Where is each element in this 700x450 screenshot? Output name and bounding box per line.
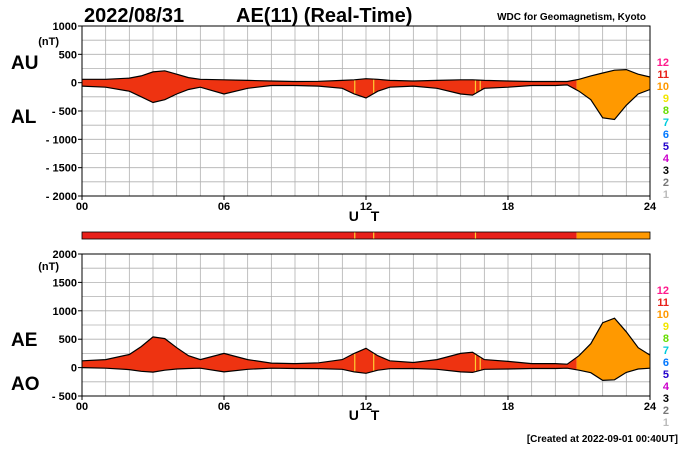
plot-title: AE(11) (Real-Time)	[236, 5, 412, 27]
created-timestamp: [Created at 2022-09-01 00:40UT]	[527, 434, 678, 445]
station-level-7: 7	[663, 117, 669, 129]
station-level-11: 11	[657, 297, 669, 309]
ao-line	[81, 367, 651, 382]
y-tick-label: 500	[59, 49, 77, 61]
y-tick-label: - 500	[52, 391, 77, 403]
station-level-9: 9	[663, 93, 669, 105]
station-count-bar	[81, 231, 651, 240]
x-tick-label: 12	[360, 401, 372, 413]
x-tick-label: 00	[76, 401, 88, 413]
y-tick-label: - 1500	[46, 163, 77, 175]
ae-ao-y-ticks: 2000 1500 1000 500 0 - 500	[52, 249, 82, 403]
y-tick-label: 1000	[53, 21, 77, 33]
station-level-10: 10	[657, 81, 669, 93]
x-tick-label: 24	[644, 201, 657, 213]
y-tick-label: - 1000	[46, 134, 77, 146]
al-line	[81, 84, 651, 121]
ae-line	[81, 317, 651, 365]
au-al-unit: (nT)	[38, 36, 59, 48]
x-tick-label: 24	[644, 401, 657, 413]
data-source: WDC for Geomagnetism, Kyoto	[497, 12, 646, 23]
y-tick-label: 2000	[53, 249, 77, 261]
au-al-x-axis-label: U T	[349, 208, 384, 224]
station-bar-segment	[82, 232, 577, 239]
station-bar-stripe	[474, 232, 477, 239]
x-tick-label: 12	[360, 201, 372, 213]
y-tick-label: 1000	[53, 306, 77, 318]
y-tick-label: - 500	[52, 106, 77, 118]
station-level-12: 12	[657, 285, 669, 297]
ae-ao-grid	[82, 254, 650, 396]
au-al-grid	[82, 26, 650, 196]
station-level-1: 1	[663, 417, 669, 429]
station-bar-stripe	[373, 232, 375, 239]
station-level-8: 8	[663, 105, 669, 117]
ae-label: AE	[11, 330, 37, 351]
station-level-6: 6	[663, 129, 669, 141]
station-level-10: 10	[657, 309, 669, 321]
ae-ao-x-axis-label: U T	[349, 407, 384, 423]
station-level-11: 11	[657, 69, 669, 81]
station-level-5: 5	[663, 141, 669, 153]
station-bar-segment	[576, 232, 650, 239]
station-bar-frame	[81, 231, 651, 240]
station-level-12: 12	[657, 57, 669, 69]
y-tick-label: 0	[71, 363, 77, 375]
station-level-8: 8	[663, 333, 669, 345]
station-level-7: 7	[663, 345, 669, 357]
y-tick-label: - 2000	[46, 191, 77, 203]
x-tick-label: 00	[76, 201, 88, 213]
ae-ao-x-ticks: 00 06 12 18 24	[76, 396, 657, 413]
station-level-4: 4	[663, 381, 670, 393]
plot-date: 2022/08/31	[84, 5, 184, 27]
station-level-3: 3	[663, 393, 669, 405]
x-tick-label: 06	[218, 401, 230, 413]
station-level-2: 2	[663, 177, 669, 189]
station-level-1: 1	[663, 189, 669, 201]
au-label: AU	[11, 53, 38, 74]
y-tick-label: 500	[59, 334, 77, 346]
station-level-2: 2	[663, 405, 669, 417]
station-level-5: 5	[663, 369, 669, 381]
x-tick-label: 06	[218, 201, 230, 213]
y-tick-label: 1500	[53, 277, 77, 289]
y-tick-label: 0	[71, 78, 77, 90]
au-al-y-ticks: 1000 500 0 - 500 - 1000 - 1500 - 2000	[46, 21, 82, 203]
al-label: AL	[11, 107, 37, 128]
ao-label: AO	[11, 374, 40, 395]
x-tick-label: 18	[502, 401, 514, 413]
station-level-6: 6	[663, 357, 669, 369]
au-al-x-ticks: 00 06 12 18 24	[76, 196, 657, 213]
station-level-4: 4	[663, 153, 670, 165]
ae-ao-unit: (nT)	[38, 261, 59, 273]
station-level-9: 9	[663, 321, 669, 333]
au-line	[82, 68, 651, 83]
station-bar-stripe	[354, 232, 356, 239]
station-level-3: 3	[663, 165, 669, 177]
x-tick-label: 18	[502, 201, 514, 213]
